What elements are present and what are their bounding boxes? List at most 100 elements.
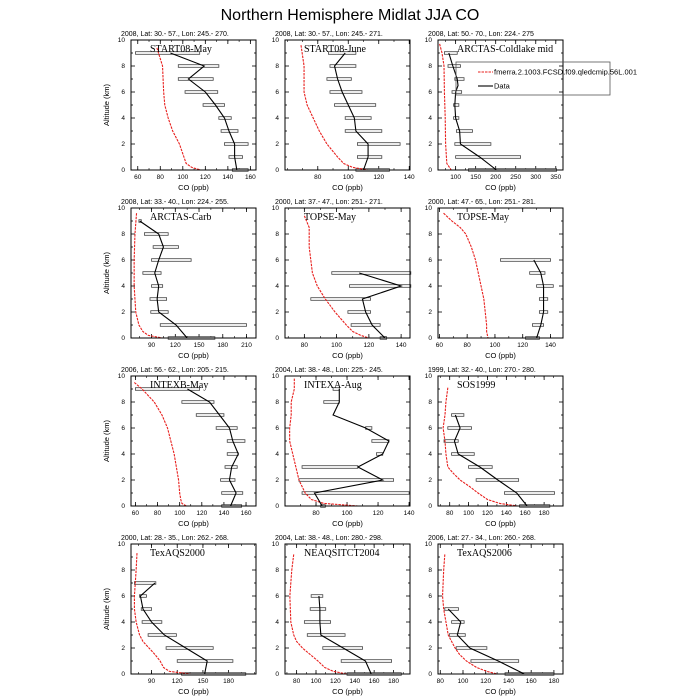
x-tick-label: 140 <box>218 510 229 517</box>
panel-header: 2000, Lat: 47.- 65., Lon: 251.- 281. <box>428 199 536 206</box>
data-range-bar <box>532 323 544 327</box>
data-range-bar <box>329 90 363 94</box>
x-tick-label: 80 <box>446 510 454 517</box>
y-axis-label: Altitude (km) <box>102 419 111 462</box>
panel-header: 2008, Lat: 33.- 40., Lon: 224.- 255. <box>121 199 229 206</box>
y-tick-label: 10 <box>272 541 280 548</box>
panel-frame <box>284 207 411 339</box>
y-tick-label: 6 <box>428 425 432 432</box>
model-profile-line <box>289 554 348 675</box>
x-tick-label: 160 <box>369 678 380 685</box>
x-axis-label: CO (ppb) <box>332 183 363 192</box>
model-profile-line <box>156 47 201 171</box>
data-range-bar <box>147 633 177 637</box>
x-tick-label: 140 <box>396 342 407 349</box>
y-tick-label: 10 <box>425 373 433 380</box>
x-tick-label: 180 <box>539 510 550 517</box>
data-range-bar <box>159 323 247 327</box>
data-range-bar <box>323 400 340 404</box>
y-tick-label: 0 <box>121 167 125 174</box>
data-profile-line <box>313 389 390 507</box>
y-tick-label: 4 <box>428 283 432 290</box>
x-tick-label: 160 <box>241 510 252 517</box>
data-range-bar <box>310 594 324 598</box>
model-profile-line <box>133 553 191 675</box>
x-tick-label: 120 <box>196 510 207 517</box>
x-tick-label: 140 <box>349 678 360 685</box>
y-tick-label: 2 <box>275 309 279 316</box>
data-range-bar <box>443 439 459 443</box>
data-range-bar <box>310 297 371 301</box>
panel-name: INTEXB-May <box>150 380 208 391</box>
x-tick-label: 60 <box>132 510 140 517</box>
y-tick-label: 0 <box>275 671 279 678</box>
x-tick-label: 140 <box>545 342 556 349</box>
y-tick-label: 6 <box>121 593 125 600</box>
x-tick-label: 150 <box>197 678 208 685</box>
panel-header: 2004, Lat: 38.- 48., Lon: 225.- 245. <box>275 367 383 374</box>
y-tick-label: 0 <box>275 167 279 174</box>
data-profile-line <box>187 388 239 507</box>
data-range-bar <box>221 491 244 495</box>
x-tick-label: 120 <box>517 342 528 349</box>
panel-header: 2006, Lat: 56.- 62., Lon: 205.- 215. <box>121 367 229 374</box>
profile-panel: 2008, Lat: 30.- 57., Lon: 245.- 270. 0 2 4 6… <box>102 31 257 192</box>
y-tick-label: 10 <box>118 205 126 212</box>
data-range-bar <box>140 607 152 611</box>
y-tick-label: 8 <box>275 567 279 574</box>
panel-name: START08-May <box>150 44 212 55</box>
y-tick-label: 0 <box>121 335 125 342</box>
x-tick-label: 80 <box>314 174 322 181</box>
model-profile-line <box>133 213 163 339</box>
x-tick-label: 80 <box>312 510 320 517</box>
data-profile-line <box>447 608 525 675</box>
y-tick-label: 4 <box>275 283 279 290</box>
panel-header: 2008, Lat: 30.- 57., Lon: 245.- 270. <box>121 31 229 38</box>
data-range-bar <box>177 77 214 81</box>
data-range-bar <box>215 426 238 430</box>
y-tick-label: 4 <box>275 451 279 458</box>
y-tick-label: 8 <box>275 231 279 238</box>
panel-name: TOPSE-May <box>304 212 356 223</box>
profile-panel: 2000, Lat: 47.- 65., Lon: 251.- 281. 0 2 4 6… <box>425 199 564 360</box>
data-range-bar <box>181 400 215 404</box>
data-range-bar <box>151 284 164 288</box>
x-tick-label: 100 <box>174 510 185 517</box>
panel-frame <box>437 375 564 507</box>
x-tick-label: 140 <box>501 510 512 517</box>
y-tick-label: 4 <box>121 115 125 122</box>
x-axis-label: CO (ppb) <box>485 351 516 360</box>
data-range-bar <box>347 310 371 314</box>
y-tick-label: 10 <box>425 541 433 548</box>
x-axis-label: CO (ppb) <box>178 687 209 696</box>
panel-header: 2000, Lat: 37.- 47., Lon: 251.- 271. <box>275 199 383 206</box>
y-tick-label: 2 <box>275 645 279 652</box>
x-axis-label: CO (ppb) <box>485 687 516 696</box>
data-range-bar <box>144 232 169 236</box>
panel-frame <box>284 375 411 507</box>
data-range-bar <box>226 452 239 456</box>
y-tick-label: 10 <box>118 37 126 44</box>
y-tick-label: 2 <box>428 477 432 484</box>
panel-frame <box>130 375 257 507</box>
y-axis-label: Altitude (km) <box>102 83 111 126</box>
x-tick-label: 100 <box>490 342 501 349</box>
panel-header: 2004, Lat: 38.- 48., Lon: 280.- 298. <box>275 535 383 542</box>
x-tick-label: 150 <box>194 342 205 349</box>
y-tick-label: 4 <box>121 283 125 290</box>
x-tick-label: 120 <box>482 510 493 517</box>
y-tick-label: 8 <box>121 63 125 70</box>
y-tick-label: 6 <box>275 89 279 96</box>
panel-name: TOPSE-May <box>457 212 509 223</box>
x-tick-label: 210 <box>241 342 252 349</box>
y-tick-label: 8 <box>428 231 432 238</box>
data-profile-line <box>453 414 528 507</box>
y-tick-label: 8 <box>121 231 125 238</box>
data-range-bar <box>326 77 352 81</box>
y-tick-label: 0 <box>275 335 279 342</box>
panel-frame <box>437 207 564 339</box>
x-tick-label: 120 <box>330 678 341 685</box>
y-tick-label: 0 <box>121 671 125 678</box>
panel-frame <box>130 207 257 339</box>
y-tick-label: 4 <box>428 115 432 122</box>
